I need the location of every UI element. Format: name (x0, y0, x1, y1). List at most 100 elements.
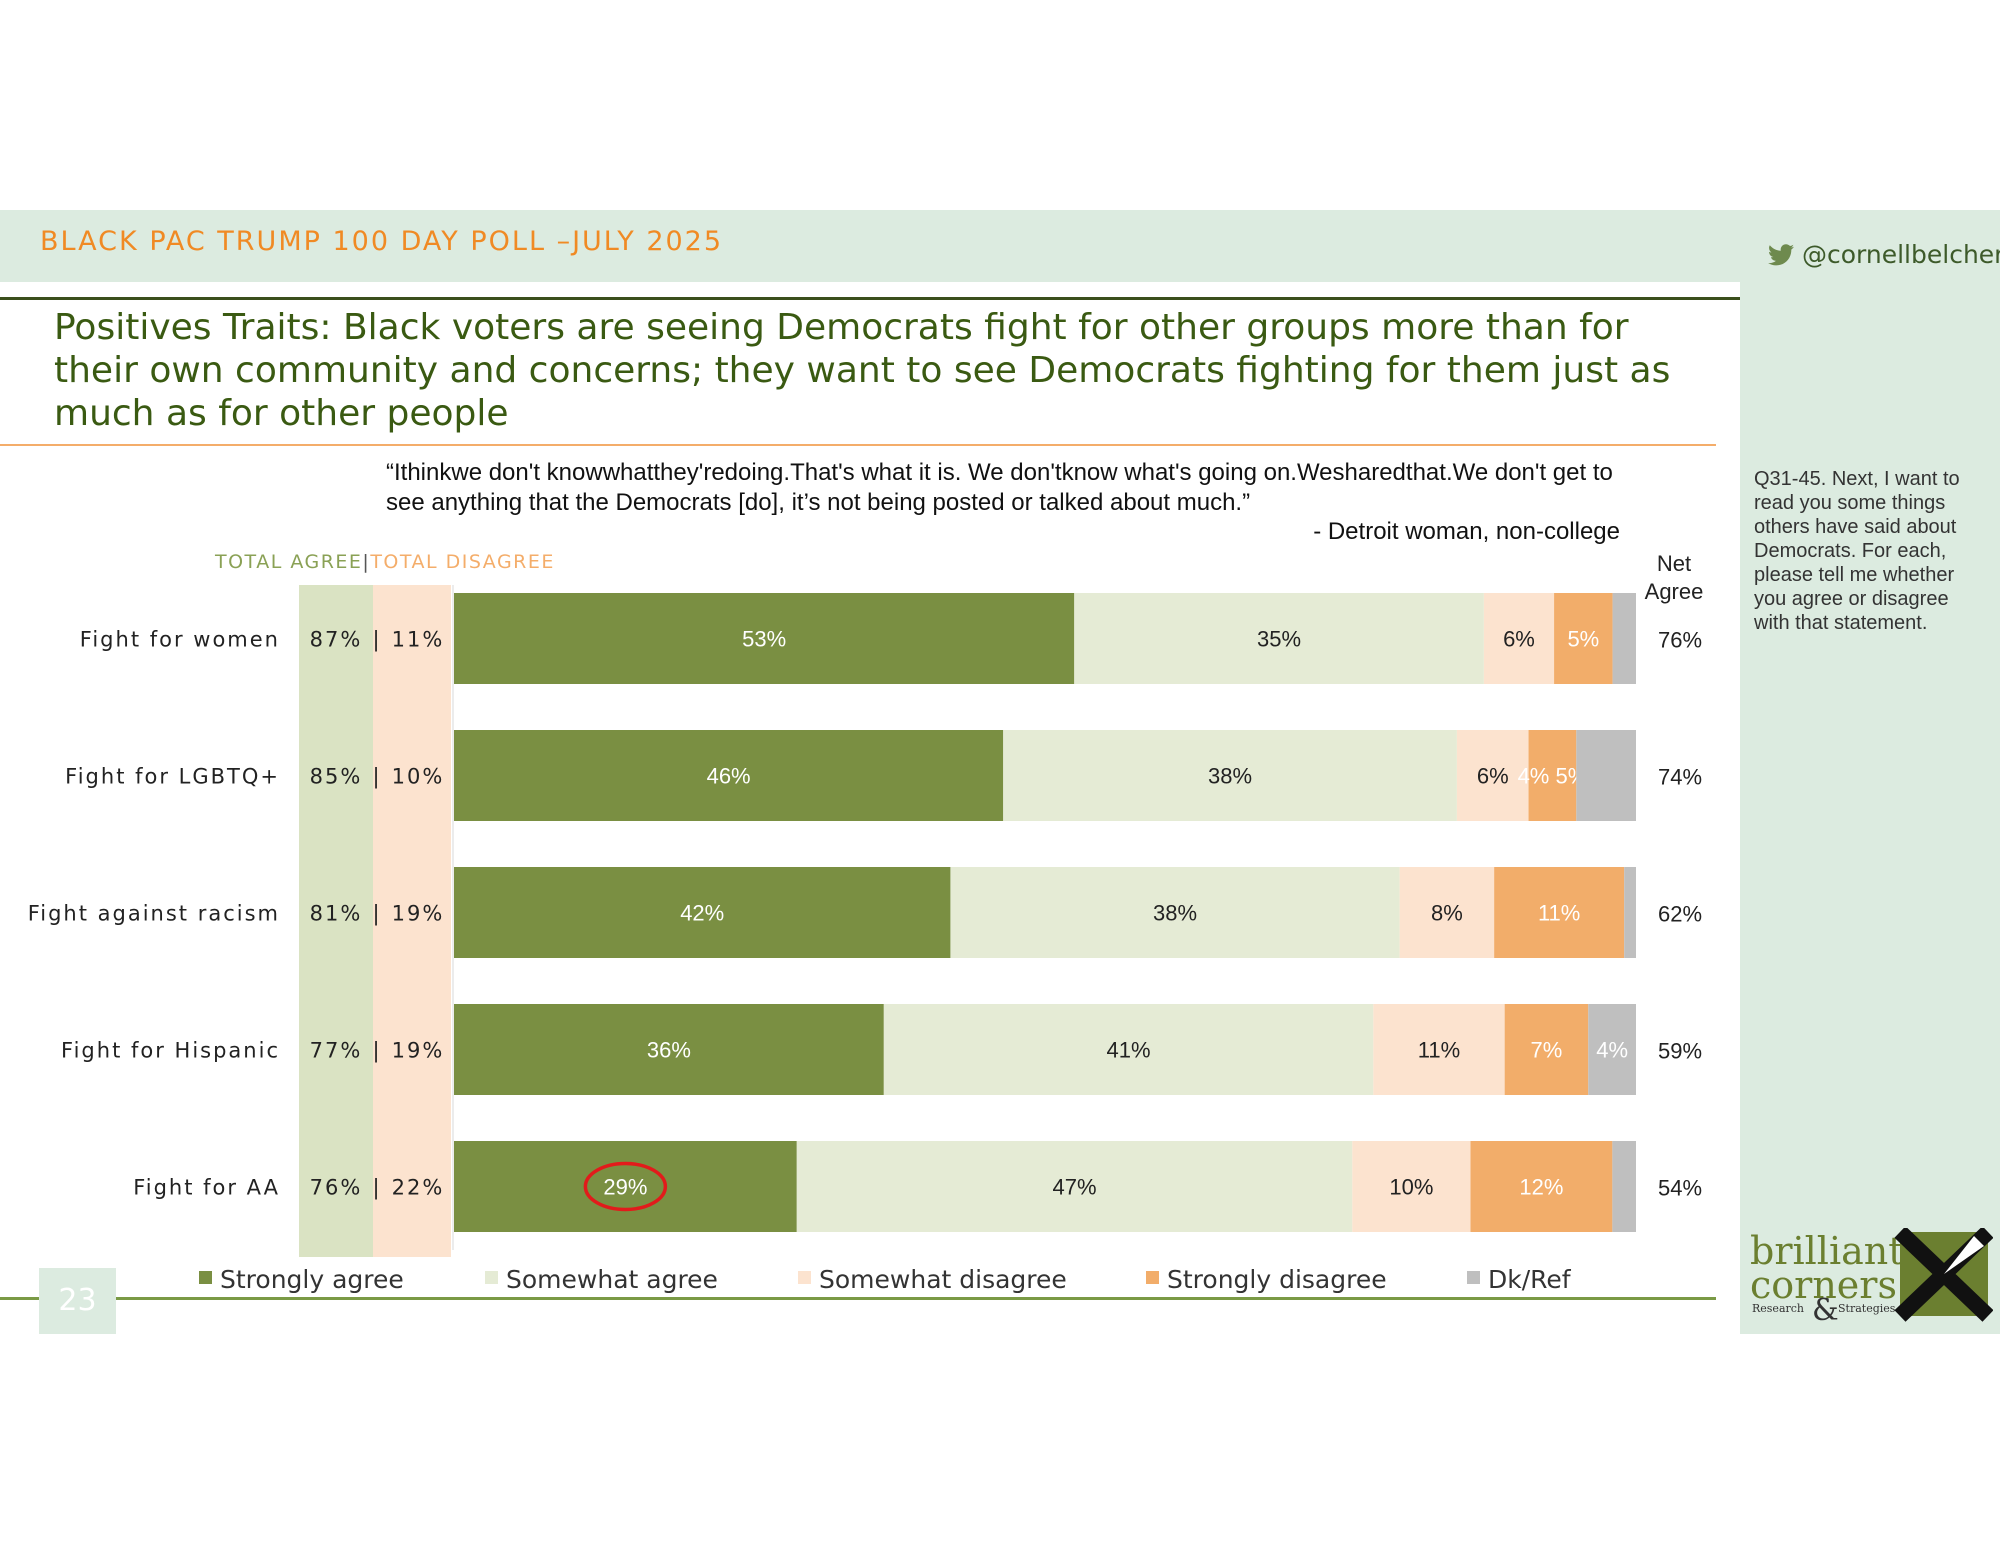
category-label: Fight for LGBTQ+ (65, 765, 280, 789)
bar-segment (1470, 1141, 1613, 1232)
data-label: 38% (1153, 901, 1197, 926)
data-label: 41% (1107, 1038, 1151, 1063)
side-panel (1740, 282, 2000, 1334)
footer-divider (0, 1297, 1716, 1300)
data-label: 8% (1431, 901, 1463, 926)
slide-title: Positives Traits: Black voters are seein… (54, 307, 1671, 434)
bar-segment (1554, 593, 1613, 684)
total-disagree-value: 19% (392, 902, 445, 926)
data-label: 4% (1596, 1038, 1628, 1063)
data-label: 12% (1519, 1175, 1563, 1200)
logo-ampersand: & (1812, 1293, 1839, 1324)
question-note: Q31-45. Next, I want to read you some th… (1754, 468, 1960, 634)
category-label: Fight for Hispanic (61, 1039, 280, 1063)
net-agree-value: 74% (1658, 765, 1702, 790)
total-separator: | (372, 628, 379, 653)
bar-segment (1352, 1141, 1471, 1232)
total-disagree-value: 19% (392, 1039, 445, 1063)
data-label: 10% (1389, 1175, 1433, 1200)
total-agree-value: 87% (310, 628, 363, 652)
bar-segment (1483, 593, 1555, 684)
bar-segment (796, 1141, 1353, 1232)
bar-segment (1504, 1004, 1589, 1095)
legend-label: Somewhat disagree (819, 1265, 1067, 1294)
total-agree-value: 77% (310, 1039, 363, 1063)
data-label: 53% (742, 627, 786, 652)
bar-segment (1373, 1004, 1505, 1095)
page-number: 23 (39, 1268, 116, 1334)
bar-segment (454, 1004, 884, 1095)
total-agree-value: 85% (310, 765, 363, 789)
data-label: 11% (1538, 901, 1580, 926)
net-agree-value: 59% (1658, 1039, 1702, 1064)
logo-right-text: Strategies (1838, 1302, 1896, 1315)
data-label: 4% 5% (1518, 764, 1588, 789)
bar-segment (1003, 730, 1457, 821)
legend-swatch (1146, 1271, 1159, 1284)
title-divider (0, 444, 1716, 446)
total-separator: | (372, 1039, 379, 1064)
total-separator: | (372, 902, 379, 927)
header-separator: | (362, 551, 371, 573)
data-label: 42% (680, 901, 724, 926)
net-agree-value: 62% (1658, 902, 1702, 927)
total-agree-value: 76% (310, 1176, 363, 1200)
category-label: Fight for women (80, 628, 280, 652)
focus-group-quote: “Ithinkwe don't knowwhatthey'redoing.Tha… (386, 459, 1613, 516)
logo-left-text: Research (1752, 1302, 1804, 1315)
total-disagree-value: 10% (392, 765, 445, 789)
legend-label: Somewhat agree (506, 1265, 718, 1294)
data-label: 5% (1567, 627, 1599, 652)
quote-attribution: - Detroit woman, non-college (1313, 518, 1620, 545)
total-separator: | (372, 765, 379, 790)
bar-segment (454, 1141, 797, 1232)
twitter-handle[interactable]: @cornellbelcher (1768, 240, 2000, 269)
bar-segment (883, 1004, 1374, 1095)
legend-swatch (199, 1271, 212, 1284)
legend-label: Strongly agree (220, 1265, 404, 1294)
highlight-circle (583, 1161, 668, 1212)
bar-segment (1576, 730, 1636, 821)
data-label: 46% (707, 764, 751, 789)
bar-segment (1074, 593, 1484, 684)
header-divider (0, 297, 1740, 300)
net-agree-header: Net Agree (1644, 551, 1704, 604)
logo-line1: brilliant (1750, 1229, 1904, 1273)
legend-swatch (485, 1271, 498, 1284)
brilliant-corners-logo: brilliant corners Research & Strategies (1750, 1228, 1993, 1324)
data-label: 11% (1418, 1038, 1460, 1063)
total-disagree-header: TOTAL DISAGREE (370, 551, 555, 573)
category-label: Fight against racism (28, 902, 280, 926)
total-agree-column (299, 585, 373, 1257)
bar-segment (1624, 867, 1636, 958)
header-band (0, 210, 2000, 282)
data-label: 29% (603, 1175, 647, 1200)
bar-segment (950, 867, 1400, 958)
net-agree-value: 54% (1658, 1176, 1702, 1201)
bar-segment (1494, 867, 1625, 958)
category-label: Fight for AA (133, 1176, 280, 1200)
bar-segment (1399, 867, 1495, 958)
bar-segment (1528, 730, 1577, 821)
data-label: 7% (1531, 1038, 1563, 1063)
bar-segment (1612, 1141, 1636, 1232)
total-agree-value: 81% (310, 902, 363, 926)
legend-swatch (1467, 1271, 1480, 1284)
net-agree-value: 76% (1658, 628, 1702, 653)
total-agree-header: TOTAL AGREE (215, 551, 363, 573)
data-label: 36% (647, 1038, 691, 1063)
data-label: 38% (1208, 764, 1252, 789)
data-label: 47% (1053, 1175, 1097, 1200)
twitter-bird-icon (1768, 243, 1794, 265)
legend-swatch (798, 1271, 811, 1284)
legend-label: Dk/Ref (1488, 1265, 1572, 1294)
bar-segment (454, 593, 1075, 684)
total-separator: | (372, 1176, 379, 1201)
bar-segment (454, 730, 1004, 821)
logo-line2: corners (1750, 1263, 1897, 1307)
header-title: BLACK PAC TRUMP 100 DAY POLL –JULY 2025 (40, 226, 724, 257)
data-label: 6% (1477, 764, 1509, 789)
twitter-handle-text: @cornellbelcher (1802, 240, 2000, 269)
bar-segment (454, 867, 951, 958)
